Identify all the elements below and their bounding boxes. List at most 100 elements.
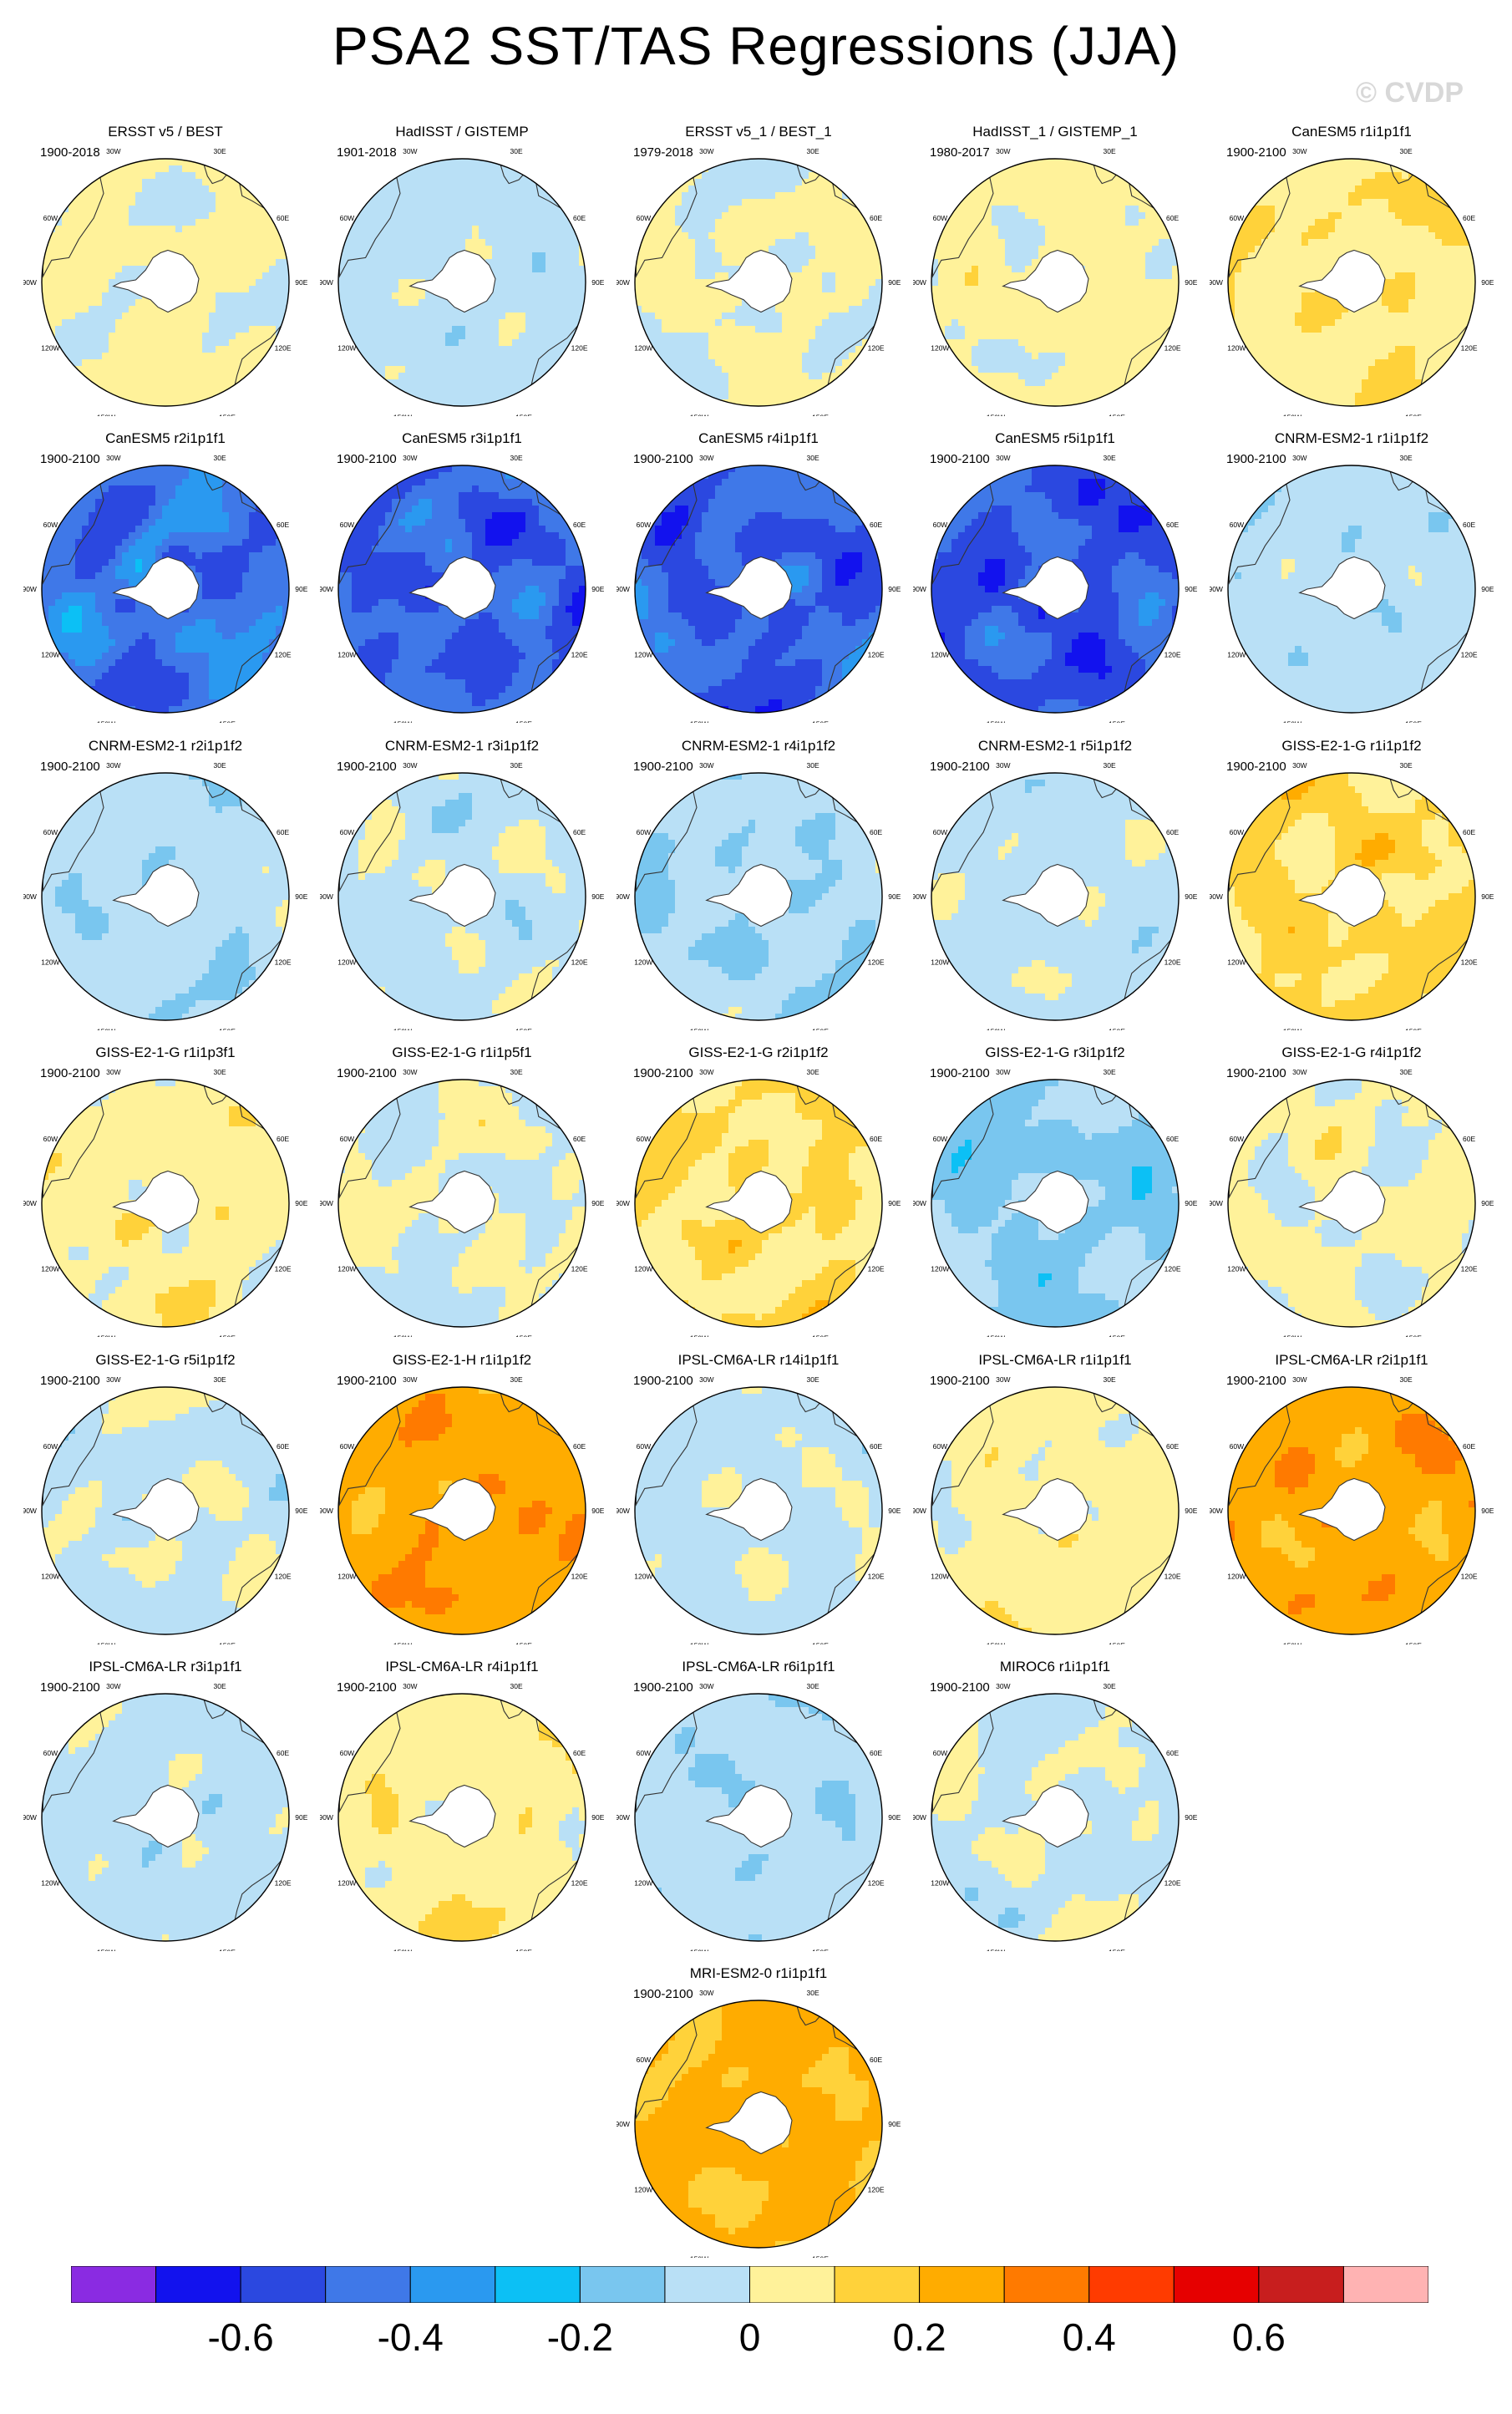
field-cell xyxy=(742,326,749,333)
field-cell xyxy=(1105,333,1113,340)
field-cell xyxy=(202,172,210,180)
field-cell xyxy=(728,206,736,213)
field-cell xyxy=(1098,399,1106,406)
field-cell xyxy=(216,353,223,360)
field-cell xyxy=(532,386,540,394)
field-cell xyxy=(195,226,203,233)
field-cell xyxy=(1288,179,1296,186)
field-cell xyxy=(1065,159,1073,166)
field-cell xyxy=(459,232,466,240)
field-cell xyxy=(682,279,689,287)
field-cell xyxy=(95,339,103,347)
field-cell xyxy=(978,252,986,260)
field-cell xyxy=(242,306,250,313)
field-cell xyxy=(1248,219,1256,226)
field-cell xyxy=(1281,185,1289,193)
field-cell xyxy=(1281,199,1289,206)
field-cell xyxy=(635,326,642,333)
field-cell xyxy=(1342,159,1349,166)
field-cell xyxy=(492,259,500,267)
field-cell xyxy=(492,165,500,173)
field-cell xyxy=(985,226,992,233)
field-cell xyxy=(95,266,103,273)
field-cell xyxy=(682,239,689,246)
field-cell xyxy=(209,232,216,240)
field-cell xyxy=(439,299,446,307)
field-cell xyxy=(782,306,789,313)
field-cell xyxy=(1301,159,1309,166)
field-cell xyxy=(835,219,843,226)
field-cell xyxy=(572,272,580,280)
field-cell xyxy=(95,286,103,293)
field-cell xyxy=(222,326,230,333)
field-cell xyxy=(655,299,662,307)
field-cell xyxy=(202,206,210,213)
field-cell xyxy=(715,266,723,273)
field-cell xyxy=(958,319,966,327)
field-cell xyxy=(1152,279,1159,287)
field-cell xyxy=(195,212,203,220)
field-cell xyxy=(1045,232,1053,240)
field-cell xyxy=(789,279,796,287)
field-cell xyxy=(372,333,379,340)
field-cell xyxy=(269,306,277,313)
field-cell xyxy=(222,299,230,307)
field-cell xyxy=(1422,199,1429,206)
field-cell xyxy=(75,232,83,240)
field-cell xyxy=(129,272,136,280)
field-cell xyxy=(372,279,379,287)
field-cell xyxy=(385,272,393,280)
field-cell xyxy=(175,179,183,186)
field-cell xyxy=(1152,226,1159,233)
field-cell xyxy=(849,252,856,260)
field-cell xyxy=(89,206,96,213)
field-cell xyxy=(445,366,453,374)
field-cell xyxy=(938,252,946,260)
field-cell xyxy=(958,326,966,333)
field-cell xyxy=(202,266,210,273)
field-cell xyxy=(216,219,223,226)
field-cell xyxy=(439,185,446,193)
field-cell xyxy=(789,306,796,313)
panel-years: 1979-2018 xyxy=(633,145,693,160)
field-cell xyxy=(755,313,763,320)
field-cell xyxy=(412,339,419,347)
field-cell xyxy=(849,326,856,333)
field-cell xyxy=(1025,252,1033,260)
field-cell xyxy=(439,219,446,226)
field-cell xyxy=(931,292,939,300)
field-cell xyxy=(642,306,649,313)
field-cell xyxy=(102,292,109,300)
field-cell xyxy=(702,172,709,180)
field-cell xyxy=(425,359,433,367)
field-cell xyxy=(708,386,716,394)
field-cell xyxy=(276,272,283,280)
field-cell xyxy=(1348,172,1356,180)
field-cell xyxy=(1078,199,1086,206)
field-cell xyxy=(735,393,743,400)
field-cell xyxy=(742,185,749,193)
field-cell xyxy=(849,292,856,300)
field-cell xyxy=(1112,246,1119,253)
field-cell xyxy=(1085,386,1093,394)
field-cell xyxy=(82,199,89,206)
field-cell xyxy=(965,299,972,307)
field-cell xyxy=(1301,165,1309,173)
field-cell xyxy=(552,266,560,273)
field-cell xyxy=(222,226,230,233)
field-cell xyxy=(972,299,979,307)
field-cell xyxy=(688,206,696,213)
field-cell xyxy=(358,239,366,246)
field-cell xyxy=(485,185,493,193)
field-cell xyxy=(236,339,243,347)
field-cell xyxy=(372,259,379,267)
field-cell xyxy=(662,239,669,246)
field-cell xyxy=(998,292,1006,300)
field-cell xyxy=(842,206,850,213)
field-cell xyxy=(802,353,809,360)
field-cell xyxy=(769,246,776,253)
field-cell xyxy=(1085,272,1093,280)
field-cell xyxy=(715,219,723,226)
field-cell xyxy=(459,379,466,387)
field-cell xyxy=(392,292,399,300)
